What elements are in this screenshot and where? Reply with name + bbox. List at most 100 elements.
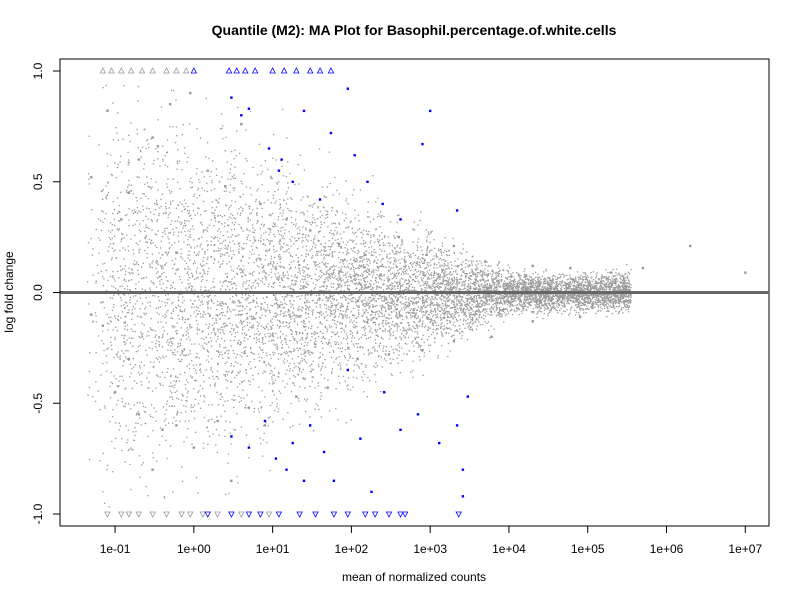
series-0-point-50 <box>624 300 627 303</box>
series-0-point-10 <box>206 169 209 172</box>
series-1-point-35 <box>455 424 459 427</box>
series-1-point-33 <box>416 413 420 416</box>
series-5-point-3 <box>257 511 264 518</box>
series-3-point-4 <box>251 67 259 74</box>
series-5-point-12 <box>397 511 404 518</box>
y-tick-label-1: 0.5 <box>31 173 45 190</box>
density-point-cloud <box>87 84 632 508</box>
series-0-point-19 <box>425 253 428 256</box>
series-0-point-20 <box>452 244 456 248</box>
series-0-point-42 <box>326 386 329 389</box>
x-tick-label-5: 1e+04 <box>492 542 526 556</box>
series-0-point-29 <box>101 324 105 327</box>
series-2-point-5 <box>149 67 156 74</box>
series-1-point-11 <box>353 154 356 157</box>
series-1-point-5 <box>280 158 283 161</box>
series-4-point-0 <box>104 511 111 518</box>
series-0-point-7 <box>168 103 172 106</box>
series-2-point-2 <box>118 67 125 74</box>
series-4-point-1 <box>118 511 125 518</box>
series-1-point-7 <box>302 109 306 113</box>
series-5-point-13 <box>401 511 409 518</box>
series-1-point-2 <box>247 107 251 110</box>
series-0-point-13 <box>259 202 262 206</box>
y-tick-label-4: -1.0 <box>31 503 45 524</box>
series-0-point-11 <box>224 185 227 188</box>
series-0-point-23 <box>569 266 572 270</box>
series-2-point-3 <box>127 67 135 74</box>
series-1-point-6 <box>291 180 294 183</box>
series-0-point-22 <box>531 264 534 268</box>
series-0-point-38 <box>230 479 233 482</box>
series-0-point-4 <box>137 158 140 161</box>
series-0-point-39 <box>247 406 251 409</box>
series-0-point-6 <box>156 145 160 148</box>
series-1-point-32 <box>399 428 402 431</box>
x-tick-label-4: 1e+03 <box>413 542 447 556</box>
series-1-point-15 <box>421 142 424 146</box>
series-0-point-40 <box>263 424 267 427</box>
x-tick-label-8: 1e+07 <box>728 542 762 556</box>
series-1-point-37 <box>466 395 469 398</box>
x-tick-label-6: 1e+05 <box>571 542 605 556</box>
series-1-point-20 <box>263 419 267 423</box>
series-1-point-22 <box>285 468 288 471</box>
series-3-point-6 <box>280 67 288 74</box>
x-tick-label-1: 1e+00 <box>177 542 211 556</box>
series-5-point-14 <box>455 511 462 518</box>
series-1-point-27 <box>332 479 336 482</box>
series-0-point-2 <box>120 218 123 221</box>
series-3-point-7 <box>293 67 300 74</box>
series-4-point-5 <box>163 511 170 518</box>
series-0-point-46 <box>452 340 456 343</box>
series-0-point-34 <box>161 428 164 431</box>
series-0-point-16 <box>338 242 341 245</box>
series-0-point-30 <box>113 391 117 394</box>
y-tick-label-3: -0.5 <box>31 393 45 414</box>
series-1-point-13 <box>381 202 384 206</box>
series-2-point-4 <box>138 67 146 74</box>
series-0-point-49 <box>578 315 582 319</box>
series-0-point-18 <box>397 235 400 239</box>
x-tick-label-3: 1e+02 <box>335 542 369 556</box>
series-5-point-8 <box>344 511 352 518</box>
series-3-point-10 <box>327 67 335 74</box>
series-0-point-44 <box>387 353 391 356</box>
series-0-point-31 <box>127 357 131 361</box>
series-1-point-24 <box>302 479 306 482</box>
series-1-point-0 <box>230 96 233 99</box>
series-0-point-14 <box>285 218 288 221</box>
series-1-point-9 <box>329 131 333 135</box>
series-0-point-9 <box>189 91 192 95</box>
series-5-point-1 <box>228 511 235 518</box>
series-4-point-3 <box>135 511 143 518</box>
series-0-point-5 <box>151 136 154 139</box>
series-1-point-10 <box>346 87 349 90</box>
series-1-point-34 <box>438 441 441 445</box>
series-0-point-48 <box>531 320 534 323</box>
series-5-point-4 <box>275 511 283 518</box>
x-tick-label-2: 1e+01 <box>256 542 290 556</box>
series-4-point-6 <box>178 511 185 518</box>
series-2-point-1 <box>108 67 115 74</box>
series-0-point-21 <box>484 260 487 263</box>
series-0-point-43 <box>356 357 359 361</box>
series-5-point-0 <box>204 511 211 518</box>
series-1-point-26 <box>322 450 326 454</box>
series-3-point-8 <box>306 67 314 74</box>
series-0-point-17 <box>364 253 367 256</box>
series-4-point-10 <box>238 511 245 518</box>
series-3-point-3 <box>242 67 249 74</box>
series-4-point-2 <box>125 511 133 518</box>
series-1-point-38 <box>461 495 465 498</box>
series-2-point-6 <box>163 67 170 74</box>
y-tick-label-0: 1.0 <box>31 62 45 79</box>
series-1-point-29 <box>359 437 362 440</box>
series-1-point-36 <box>461 468 465 471</box>
series-0-point-0 <box>90 176 93 179</box>
series-1-point-16 <box>429 109 432 113</box>
series-5-point-11 <box>385 511 393 518</box>
series-0-point-27 <box>744 271 747 274</box>
series-0-point-3 <box>127 191 131 194</box>
